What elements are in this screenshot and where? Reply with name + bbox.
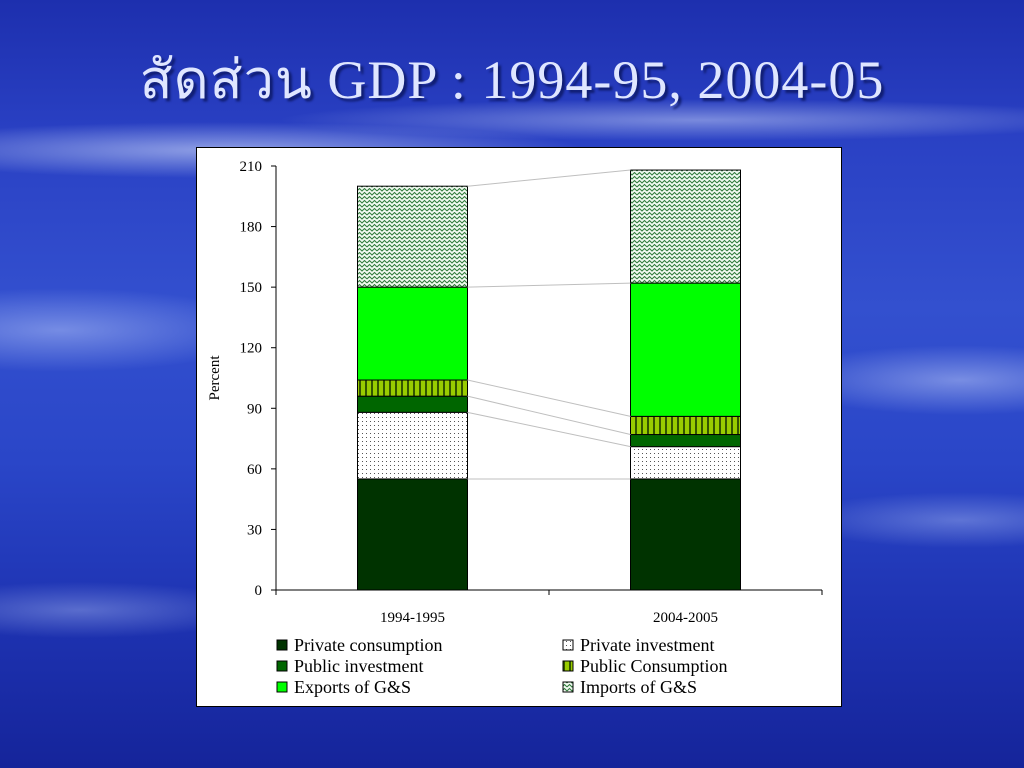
series-line <box>467 169 631 187</box>
y-tick-label: 120 <box>240 341 263 357</box>
series-line <box>467 379 631 417</box>
chart-panel: 0 30 60 90 120 150 180 210 Percent 1994-1995 2004-… <box>196 147 842 707</box>
bar-segment-4 <box>357 379 468 397</box>
chart-legend: Private consumption Private investmentPub… <box>276 635 728 697</box>
series-line <box>467 282 631 288</box>
y-tick-label: 210 <box>240 159 263 175</box>
bar-segment-2 <box>630 446 741 480</box>
legend-label: Private investment <box>580 635 714 655</box>
legend-label: Public investment <box>294 656 424 676</box>
legend-label: Public Consumption <box>580 656 728 676</box>
y-tick-label: 180 <box>240 220 263 236</box>
bar-segment-6 <box>630 169 741 284</box>
legend-swatch <box>276 660 288 672</box>
bar-segment-5 <box>630 282 741 417</box>
plot-area: 0 30 60 90 120 150 180 210 Percent 1994-1995 2004-… <box>207 159 823 626</box>
y-axis-label: Percent <box>207 355 223 401</box>
x-tick-label: 1994-1995 <box>380 610 445 626</box>
bar-segment-3 <box>357 395 468 413</box>
legend-label: Imports of G&S <box>580 677 697 697</box>
bar-segment-1 <box>630 478 741 591</box>
bar-segment-2 <box>357 411 468 480</box>
legend-label: Exports of G&S <box>294 677 411 697</box>
y-tick-label: 90 <box>247 401 262 417</box>
y-tick-label: 30 <box>247 522 262 538</box>
legend-label: Private consumption <box>294 635 442 655</box>
bar-segment-3 <box>630 434 741 448</box>
legend-swatch <box>562 681 574 693</box>
bar-segment-6 <box>357 185 468 288</box>
slide-title: สัดส่วน GDP : 1994-95, 2004-05 <box>139 50 885 110</box>
y-tick-label: 0 <box>255 583 263 599</box>
legend-swatch <box>562 660 574 672</box>
stacked-bar-chart: 0 30 60 90 120 150 180 210 Percent 1994-1995 2004-… <box>207 159 823 697</box>
series-line <box>467 411 631 448</box>
series-line <box>467 395 631 436</box>
y-tick-label: 60 <box>247 462 262 478</box>
bar-segment-4 <box>630 415 741 436</box>
legend-swatch <box>276 681 288 693</box>
y-tick-label: 150 <box>240 280 263 296</box>
legend-swatch <box>276 639 288 651</box>
bar-segment-1 <box>357 478 468 591</box>
bar-segment-5 <box>357 286 468 381</box>
x-tick-label: 2004-2005 <box>653 610 718 626</box>
legend-swatch <box>562 639 574 651</box>
